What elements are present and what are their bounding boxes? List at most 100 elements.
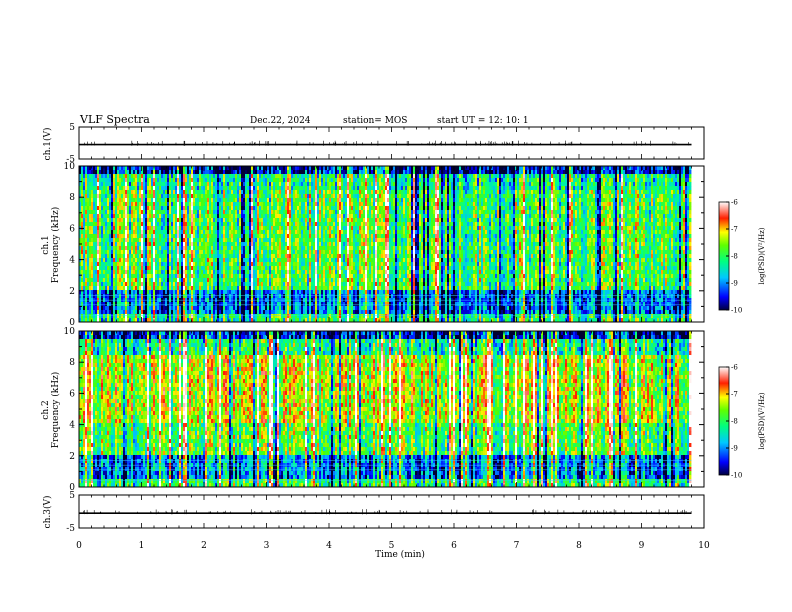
spectrogram-cell xyxy=(115,202,118,207)
spectrogram-cell xyxy=(329,194,332,199)
spectrogram-cell xyxy=(235,170,238,175)
spectrogram-cell xyxy=(517,194,520,199)
spectrogram-cell xyxy=(557,182,560,187)
spectrogram-cell xyxy=(225,174,228,179)
spectrogram-cell xyxy=(79,174,82,179)
spectrogram-cell xyxy=(547,178,550,183)
spectrogram-cell xyxy=(103,174,106,179)
spectrogram-cell xyxy=(207,198,210,203)
spectrogram-cell xyxy=(581,170,584,175)
spectrogram-cell xyxy=(363,194,366,199)
spectrogram-cell xyxy=(371,170,374,175)
spectrogram-cell xyxy=(525,198,528,203)
spectrogram-cell xyxy=(203,194,206,199)
spectrogram-cell xyxy=(685,190,688,195)
spectrogram-cell xyxy=(453,178,456,183)
spectrogram-cell xyxy=(341,190,344,195)
spectrogram-cell xyxy=(87,170,90,175)
spectrogram-cell xyxy=(381,174,384,179)
spectrogram-cell xyxy=(689,202,692,207)
spectrogram-cell xyxy=(391,174,394,179)
spectrogram-cell xyxy=(269,206,272,211)
spectrogram-cell xyxy=(427,186,430,191)
spectrogram-cell xyxy=(659,178,662,183)
spectrogram-cell xyxy=(183,182,186,187)
spectrogram-cell xyxy=(537,170,540,175)
spectrogram-cell xyxy=(187,178,190,183)
spectrogram-cell xyxy=(495,182,498,187)
spectrogram-cell xyxy=(441,170,444,175)
spectrogram-cell xyxy=(129,178,132,183)
spectrogram-cell xyxy=(321,190,324,195)
spectrogram-cell xyxy=(645,194,648,199)
spectrogram-cell xyxy=(575,178,578,183)
spectrogram-cell xyxy=(441,174,444,179)
spectrogram-cell xyxy=(343,190,346,195)
spectrogram-cell xyxy=(421,166,424,171)
spectrogram-cell xyxy=(663,202,666,207)
spectrogram-cell xyxy=(677,194,680,199)
spectrogram-cell xyxy=(609,202,612,207)
spectrogram-cell xyxy=(375,186,378,191)
spectrogram-cell xyxy=(399,202,402,207)
spectrogram-cell xyxy=(363,198,366,203)
spectrogram-cell xyxy=(409,174,412,179)
spectrogram-cell xyxy=(667,170,670,175)
spectrogram-cell xyxy=(301,170,304,175)
spectrogram-cell xyxy=(519,194,522,199)
spectrogram-cell xyxy=(649,202,652,207)
spectrogram-cell xyxy=(463,178,466,183)
spectrogram-cell xyxy=(167,174,170,179)
spectrogram-cell xyxy=(601,178,604,183)
spectrogram-cell xyxy=(81,198,84,203)
spectrogram-cell xyxy=(677,202,680,207)
spectrogram-cell xyxy=(89,198,92,203)
spectrogram-cell xyxy=(591,194,594,199)
spectrogram-cell xyxy=(497,182,500,187)
spectrogram-cell xyxy=(615,182,618,187)
spectrogram-cell xyxy=(211,182,214,187)
spectrogram-cell xyxy=(227,182,230,187)
spectrogram-cell xyxy=(251,182,254,187)
spectrogram-cell xyxy=(637,202,640,207)
spectrogram-cell xyxy=(323,174,326,179)
spectrogram-cell xyxy=(351,182,354,187)
spectrogram-cell xyxy=(457,190,460,195)
spectrogram-cell xyxy=(169,170,172,175)
spectrogram-cell xyxy=(219,202,222,207)
spectrogram-cell xyxy=(113,170,116,175)
spectrogram-cell xyxy=(575,190,578,195)
spectrogram-cell xyxy=(297,174,300,179)
spectrogram-cell xyxy=(125,166,128,171)
spectrogram-cell xyxy=(689,190,692,195)
spectrogram-cell xyxy=(147,186,150,191)
spectrogram-cell xyxy=(245,202,248,207)
spectrogram-cell xyxy=(309,178,312,183)
spectrogram-cell xyxy=(411,170,414,175)
spectrogram-cell xyxy=(475,198,478,203)
spectrogram-cell xyxy=(143,194,146,199)
spectrogram-cell xyxy=(305,190,308,195)
spectrogram-cell xyxy=(93,194,96,199)
spectrogram-cell xyxy=(149,198,152,203)
spectrogram-cell xyxy=(313,174,316,179)
spectrogram-cell xyxy=(685,182,688,187)
spectrogram-cell xyxy=(613,202,616,207)
spectrogram-cell xyxy=(189,170,192,175)
spectrogram-cell xyxy=(415,182,418,187)
spectrogram-cell xyxy=(529,166,532,171)
spectrogram-cell xyxy=(433,186,436,191)
spectrogram-cell xyxy=(265,194,268,199)
spectrogram-cell xyxy=(107,194,110,199)
spectrogram-cell xyxy=(419,182,422,187)
spectrogram-cell xyxy=(85,174,88,179)
spectrogram-cell xyxy=(283,178,286,183)
spectrogram-cell xyxy=(347,178,350,183)
spectrogram-cell xyxy=(367,178,370,183)
spectrogram-cell xyxy=(609,198,612,203)
spectrogram-cell xyxy=(125,194,128,199)
spectrogram-cell xyxy=(515,186,518,191)
spectrogram-cell xyxy=(439,198,442,203)
spectrogram-cell xyxy=(433,178,436,183)
spectrogram-cell xyxy=(87,182,90,187)
